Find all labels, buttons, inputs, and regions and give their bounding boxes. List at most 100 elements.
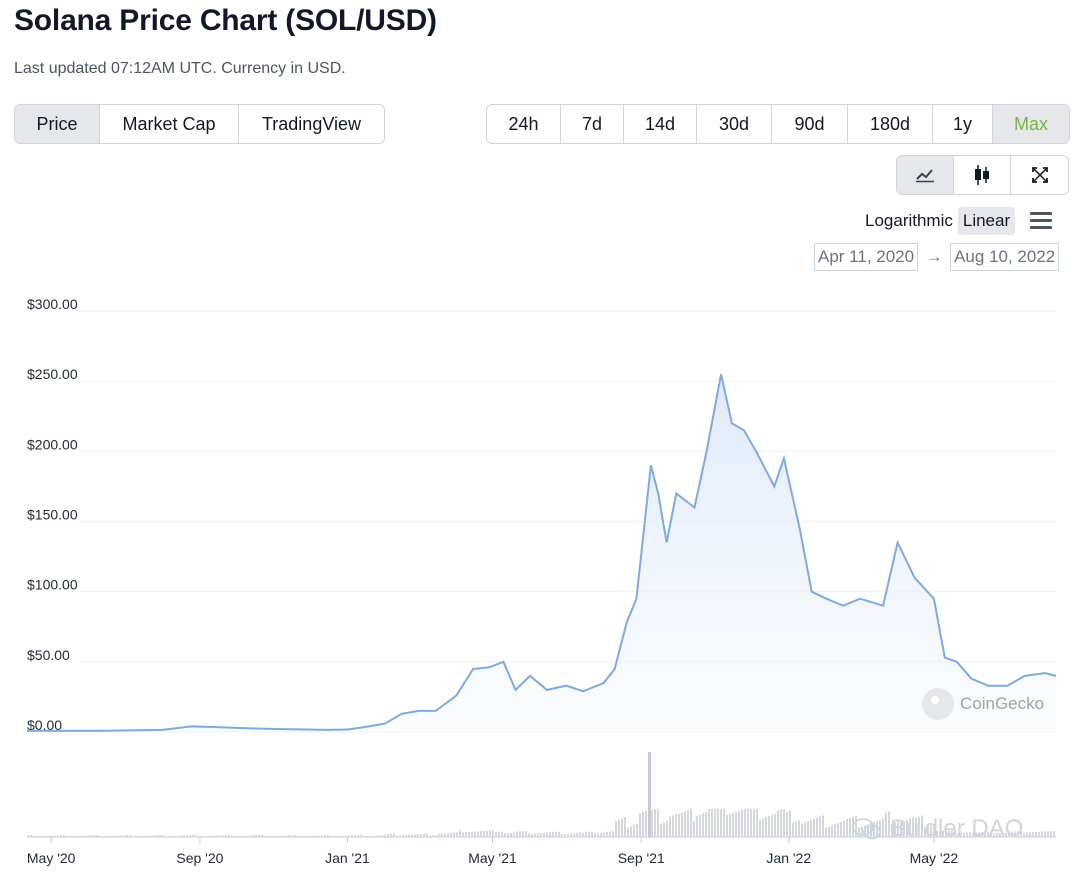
volume-bar [267, 836, 269, 837]
hamburger-menu-icon[interactable] [1030, 212, 1052, 233]
volume-bar [486, 830, 488, 837]
volume-bar [660, 823, 662, 837]
range-max-button[interactable]: Max [993, 105, 1069, 143]
logarithmic-option[interactable]: Logarithmic [865, 211, 953, 230]
volume-bar [1035, 832, 1037, 837]
volume-bar [150, 835, 152, 837]
volume-bar [756, 809, 758, 837]
range-24h-button[interactable]: 24h [487, 105, 561, 143]
fullscreen-button[interactable] [1011, 156, 1068, 194]
volume-bar [525, 831, 527, 837]
volume-bar [582, 832, 584, 837]
volume-bar [39, 836, 41, 837]
volume-bar [624, 817, 626, 837]
volume-bar [1005, 832, 1007, 837]
range-14d-button[interactable]: 14d [624, 105, 697, 143]
volume-bar [621, 818, 623, 837]
volume-bar [183, 835, 185, 837]
volume-bar [615, 820, 617, 837]
volume-bar [1008, 831, 1010, 837]
volume-bar [345, 835, 347, 837]
volume-bar [27, 835, 29, 837]
tab-price[interactable]: Price [15, 105, 100, 143]
volume-bar [798, 820, 800, 837]
range-1y-button[interactable]: 1y [933, 105, 993, 143]
volume-bar [939, 830, 941, 837]
volume-bar [69, 836, 71, 837]
volume-bars [27, 752, 1056, 838]
range-180d-button[interactable]: 180d [848, 105, 933, 143]
volume-bar [30, 834, 32, 837]
volume-bar [870, 823, 872, 837]
volume-bar [687, 810, 689, 837]
volume-bar [705, 812, 707, 837]
x-tick-label: May '21 [468, 850, 517, 866]
volume-bar [357, 834, 359, 837]
volume-bar [963, 832, 965, 837]
volume-bar [381, 835, 383, 837]
volume-bar [75, 836, 77, 837]
price-chart[interactable]: $300.00 $250.00 $200.00 $150.00 $100.00 $50.0… [0, 285, 1080, 878]
volume-bar [45, 836, 47, 837]
volume-bar [72, 836, 74, 837]
volume-bar [417, 834, 419, 837]
buidler-dao-watermark: Buidler DAO [852, 815, 1023, 843]
volume-bar [414, 834, 416, 837]
volume-bar [957, 833, 959, 837]
linear-option[interactable]: Linear [957, 207, 1016, 235]
tab-market-cap[interactable]: Market Cap [100, 105, 239, 143]
volume-bar [420, 833, 422, 837]
volume-bar [336, 836, 338, 837]
volume-bar [984, 831, 986, 837]
volume-bar [405, 834, 407, 837]
volume-bar [528, 833, 530, 837]
volume-bar [90, 835, 92, 837]
date-to-input[interactable]: Aug 10, 2022 [950, 243, 1060, 271]
volume-bar [564, 833, 566, 837]
volume-bar [540, 833, 542, 837]
range-7d-button[interactable]: 7d [561, 105, 624, 143]
volume-bar [210, 835, 212, 837]
tab-tradingview[interactable]: TradingView [261, 114, 362, 134]
volume-bar [918, 816, 920, 837]
volume-bar [792, 822, 794, 837]
volume-bar [969, 832, 971, 837]
date-from-input[interactable]: Apr 11, 2020 [814, 243, 919, 271]
volume-bar [519, 831, 521, 837]
line-chart-button[interactable] [897, 156, 954, 194]
volume-bar [402, 835, 404, 837]
volume-bar [885, 812, 887, 837]
volume-bar [102, 836, 104, 837]
candlestick-icon [975, 165, 989, 185]
volume-bar [222, 835, 224, 837]
range-90d-button[interactable]: 90d [772, 105, 848, 143]
volume-bar [762, 818, 764, 837]
volume-bar [735, 811, 737, 837]
volume-bar [1011, 831, 1013, 837]
volume-bar [1002, 832, 1004, 837]
volume-bar [327, 834, 329, 837]
volume-bar [57, 835, 59, 837]
volume-bar [516, 831, 518, 837]
candlestick-button[interactable] [954, 156, 1011, 194]
volume-bar [744, 809, 746, 837]
volume-bar [276, 836, 278, 837]
volume-bar [711, 809, 713, 837]
volume-bar [696, 815, 698, 837]
volume-bar [783, 809, 785, 837]
volume-bar [873, 822, 875, 837]
volume-bar [522, 831, 524, 837]
volume-bar [363, 836, 365, 837]
volume-bar [657, 809, 659, 837]
volume-bar [948, 830, 950, 837]
volume-bar [255, 835, 257, 837]
price-area [27, 374, 1056, 732]
volume-bar [909, 818, 911, 837]
volume-bar [120, 835, 122, 837]
scale-toggle: Logarithmic Linear [860, 207, 1016, 235]
volume-bar [951, 830, 953, 837]
volume-bar [702, 813, 704, 837]
volume-bar [699, 814, 701, 837]
range-30d-button[interactable]: 30d [697, 105, 772, 143]
volume-bar [318, 835, 320, 837]
